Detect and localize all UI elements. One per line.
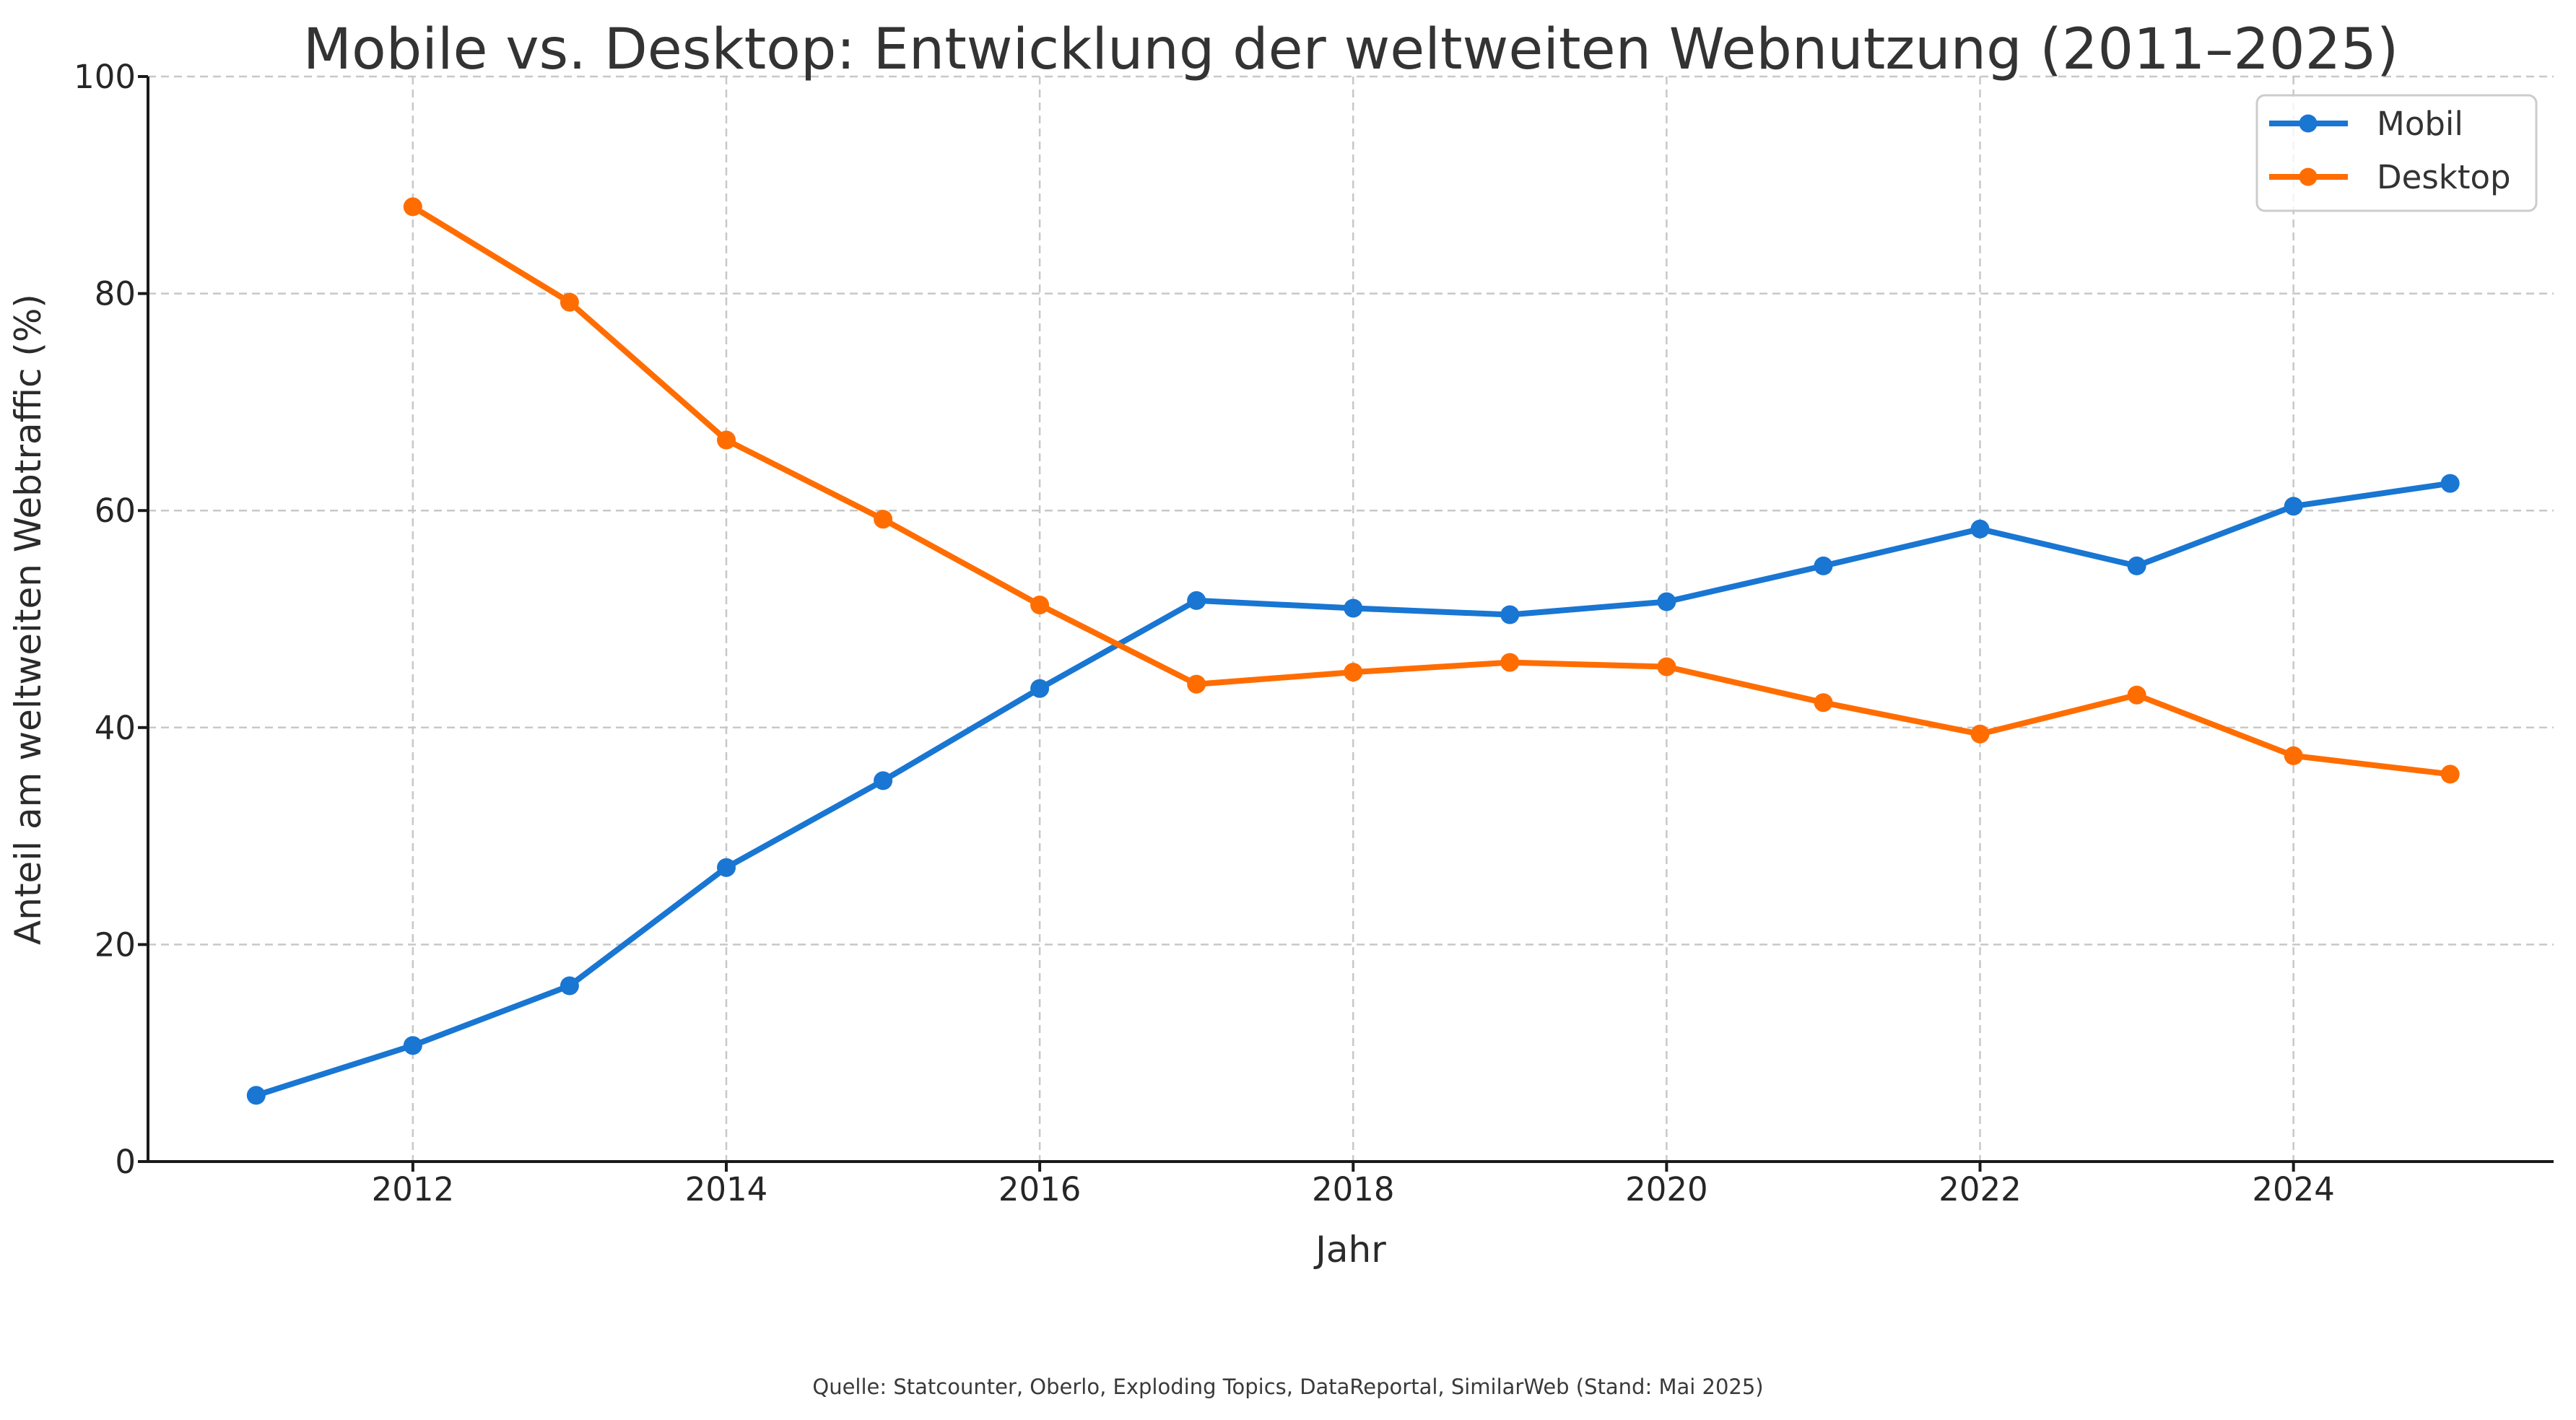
data-point-mobil — [1814, 556, 1833, 575]
axes-spines — [147, 77, 2554, 1163]
data-point-desktop — [1814, 693, 1833, 713]
data-point-desktop — [1344, 663, 1363, 682]
y-tick-label: 20 — [95, 925, 136, 964]
data-point-desktop — [1657, 657, 1676, 676]
x-tick-label: 2016 — [998, 1170, 1082, 1208]
y-tick-label: 80 — [95, 275, 136, 313]
data-point-mobil — [2440, 474, 2460, 493]
x-tick-label: 2020 — [1625, 1170, 1708, 1208]
data-point-desktop — [1187, 674, 1206, 694]
x-tick-label: 2018 — [1312, 1170, 1395, 1208]
data-point-desktop — [2284, 746, 2303, 765]
data-point-mobil — [1344, 598, 1363, 618]
data-point-desktop — [560, 292, 579, 312]
data-point-desktop — [2440, 765, 2460, 784]
grid-layer — [148, 75, 2554, 1162]
series-line-desktop — [409, 204, 2453, 777]
y-axis-label: Anteil am weltweiten Webtraffic (%) — [7, 294, 49, 945]
data-point-mobil — [560, 976, 579, 996]
data-point-mobil — [246, 1086, 266, 1105]
data-point-mobil — [403, 1036, 422, 1055]
data-point-desktop — [403, 197, 422, 217]
data-point-mobil — [1970, 519, 1990, 539]
y-tick-label: 100 — [74, 58, 136, 96]
legend-marker-mobil — [2299, 114, 2318, 133]
legend-entry-mobil: Mobil — [2269, 105, 2463, 143]
data-point-desktop — [1030, 596, 1050, 614]
y-tick-label: 40 — [95, 709, 136, 747]
data-point-mobil — [874, 771, 893, 790]
source-caption: Quelle: Statcounter, Oberlo, Exploding T… — [812, 1375, 1763, 1399]
legend-marker-desktop — [2299, 167, 2318, 186]
data-point-mobil — [2127, 556, 2146, 575]
series-layer — [246, 197, 2460, 1105]
legend-entry-desktop: Desktop — [2269, 158, 2511, 196]
x-axis-label: Jahr — [1313, 1229, 1386, 1271]
x-tick-label: 2024 — [2252, 1170, 2335, 1208]
tick-layer: 2012 2014 2016 2018 2020 2022 2024 0 20 40 60 80 100 — [74, 58, 2335, 1208]
data-point-mobil — [2284, 497, 2303, 516]
data-point-desktop — [1500, 653, 1520, 672]
chart-title: Mobile vs. Desktop: Entwicklung der welt… — [303, 17, 2399, 82]
x-tick-label: 2014 — [685, 1170, 768, 1208]
data-point-desktop — [717, 430, 736, 450]
data-point-mobil — [1030, 679, 1050, 698]
legend-label-desktop: Desktop — [2377, 158, 2511, 196]
data-point-mobil — [1187, 591, 1206, 610]
data-point-desktop — [2127, 685, 2146, 705]
y-tick-label: 0 — [115, 1143, 136, 1181]
data-point-desktop — [874, 510, 893, 529]
legend-label-mobil: Mobil — [2377, 105, 2463, 143]
legend: Mobil Desktop — [2255, 94, 2538, 212]
x-tick-label: 2012 — [372, 1170, 455, 1208]
x-tick-label: 2022 — [1938, 1170, 2022, 1208]
data-point-mobil — [717, 858, 736, 877]
y-tick-label: 60 — [95, 492, 136, 530]
data-point-mobil — [1500, 605, 1520, 624]
data-point-desktop — [1970, 724, 1990, 744]
data-point-mobil — [1657, 592, 1676, 611]
